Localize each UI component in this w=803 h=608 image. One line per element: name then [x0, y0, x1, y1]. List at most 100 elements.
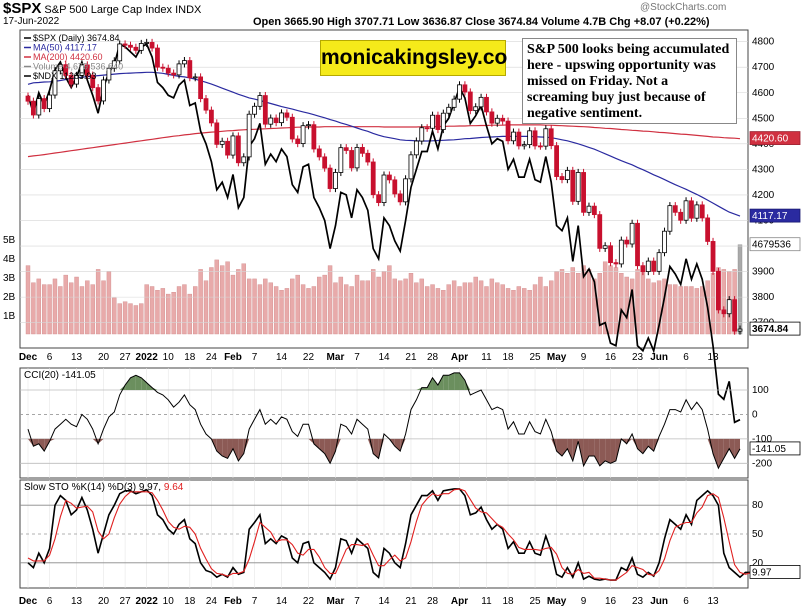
- x-tick-label: 2022: [136, 352, 159, 363]
- volume-bar: [710, 273, 716, 335]
- candle-body: [489, 111, 495, 124]
- volume-bar: [203, 280, 209, 335]
- legend-entry: $SPX (Daily) 3674.84: [33, 33, 120, 43]
- candle-body: [505, 120, 511, 142]
- volume-tick-label: 3B: [3, 273, 16, 284]
- candle-body: [721, 309, 727, 315]
- volume-bar: [397, 280, 403, 335]
- candle-body: [548, 128, 554, 147]
- volume-tick-label: 5B: [3, 235, 16, 246]
- x-tick-label: 27: [120, 596, 132, 607]
- candle-body: [257, 95, 263, 107]
- volume-bar: [683, 286, 689, 335]
- candle-body: [333, 172, 338, 189]
- candle-body: [171, 72, 177, 76]
- x-tick-label: 6: [683, 596, 689, 607]
- candle-body: [219, 140, 225, 145]
- candle-body: [155, 47, 160, 68]
- volume-bar: [360, 280, 365, 335]
- candle-body: [678, 211, 684, 221]
- candle-body: [554, 145, 560, 177]
- cci-oversold-fill: [222, 438, 228, 459]
- x-tick-label: 20: [98, 352, 110, 363]
- volume-bar: [85, 280, 90, 335]
- volume-bar: [365, 280, 371, 335]
- x-tick-label: 23: [632, 352, 644, 363]
- legend-entry: $NDX 11265.93: [33, 71, 96, 81]
- volume-bar: [613, 267, 619, 335]
- candle-body: [511, 131, 516, 142]
- volume-bar: [273, 286, 279, 335]
- volume-bar: [478, 280, 484, 335]
- ohlc-readout: Open 3665.90 High 3707.71 Low 3636.87 Cl…: [253, 16, 710, 28]
- cci-oversold-fill: [599, 438, 606, 466]
- volume-bar: [516, 286, 522, 335]
- candle-body: [360, 147, 365, 154]
- volume-bar: [25, 265, 31, 335]
- volume-bar: [419, 278, 424, 335]
- volume-bar: [538, 276, 543, 335]
- candle-body: [41, 98, 47, 109]
- candle-body: [484, 96, 489, 113]
- candle-body: [397, 193, 403, 203]
- volume-bar: [300, 284, 306, 335]
- candle-body: [349, 150, 355, 169]
- volume-bar: [101, 280, 106, 335]
- cci-tick-label: 0: [752, 409, 758, 420]
- cci-oversold-fill: [562, 438, 568, 456]
- volume-bar: [171, 292, 176, 335]
- price-tick-label: 3900: [752, 267, 775, 278]
- price-last-label-bg: [749, 321, 801, 336]
- candle-body: [25, 95, 31, 102]
- x-tick-label: Mar: [327, 352, 345, 363]
- volume-bar: [117, 303, 122, 335]
- volume-bar: [565, 273, 570, 335]
- candle-body: [354, 147, 360, 169]
- ma50-last-label: 4117.17: [752, 211, 788, 222]
- legend-entry: MA(200) 4420.60: [33, 52, 103, 62]
- candle-body: [149, 42, 155, 49]
- candle-body: [273, 117, 279, 124]
- volume-bar: [430, 284, 435, 335]
- watermark: @StockCharts.com: [640, 2, 727, 13]
- x-tick-label: 10: [163, 596, 175, 607]
- ma50-last-label-bg: [749, 208, 801, 223]
- candle-body: [128, 44, 133, 48]
- x-tick-label: 9: [581, 596, 587, 607]
- volume-bar: [586, 269, 592, 335]
- candle-body: [689, 200, 694, 219]
- volume-bar: [106, 271, 112, 335]
- x-tick-label: Feb: [224, 352, 242, 363]
- cci-oversold-fill: [610, 438, 616, 464]
- candle-body: [500, 117, 506, 122]
- candle-body: [726, 299, 732, 315]
- cci-overbought-fill: [135, 375, 142, 390]
- x-tick-label: 20: [98, 596, 110, 607]
- volume-bar: [338, 276, 344, 335]
- candle-body: [732, 299, 738, 332]
- volume-bar: [527, 290, 532, 335]
- candle-body: [322, 156, 328, 169]
- candle-body: [300, 125, 306, 144]
- volume-bar: [47, 284, 52, 335]
- cci-oversold-fill: [567, 438, 573, 461]
- volume-bar: [721, 269, 727, 335]
- candle-body: [198, 76, 204, 100]
- x-tick-label: 7: [252, 596, 258, 607]
- x-tick-label: 25: [529, 352, 541, 363]
- candle-body: [602, 245, 608, 249]
- candle-body: [63, 64, 69, 76]
- volume-bar: [624, 276, 629, 335]
- candle-body: [408, 154, 414, 180]
- x-tick-label: Feb: [224, 596, 242, 607]
- volume-bar: [376, 276, 381, 335]
- candle-body: [74, 74, 79, 85]
- volume-bar: [570, 267, 575, 335]
- volume-bar: [295, 274, 300, 335]
- candle-body: [370, 161, 376, 196]
- x-tick-label: 23: [632, 596, 644, 607]
- symbol-exchange: INDX: [175, 4, 202, 16]
- volume-bar: [284, 288, 290, 335]
- volume-bar: [575, 273, 581, 335]
- cci-tick-label: 100: [752, 385, 769, 396]
